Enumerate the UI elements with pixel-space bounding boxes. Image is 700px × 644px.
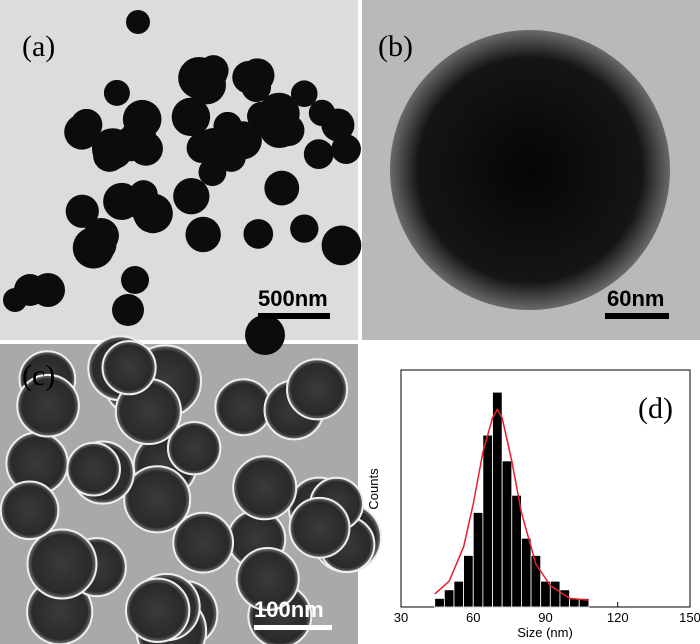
particle: [245, 315, 285, 355]
panel-label: (d): [638, 392, 673, 425]
particle: [173, 513, 233, 573]
panel-label: (b): [378, 30, 413, 63]
particle: [112, 294, 144, 326]
particle: [173, 178, 209, 214]
bar: [444, 590, 454, 607]
particle: [264, 171, 299, 206]
particle: [232, 61, 264, 93]
particle: [104, 80, 130, 106]
figure: (a) (b) (c) (d) 500nm 60nm 100nm Size (n…: [0, 0, 700, 644]
bar: [512, 495, 522, 607]
particle: [31, 273, 65, 307]
particle: [66, 195, 99, 228]
bar: [521, 538, 531, 607]
particle: [185, 217, 220, 252]
particle: [87, 230, 117, 260]
particle: [1, 482, 59, 540]
particle: [103, 183, 140, 220]
bar: [473, 512, 483, 607]
scale-bar: [254, 625, 332, 630]
panel-label: (c): [22, 359, 55, 392]
particle: [3, 288, 27, 312]
particle: [93, 139, 126, 172]
scale-bar-label: 500nm: [258, 286, 328, 311]
particle: [121, 266, 149, 294]
scale-bar: [605, 313, 669, 319]
scale-bar: [258, 313, 330, 319]
bar: [502, 461, 512, 607]
particle: [187, 133, 217, 163]
particle: [291, 80, 318, 107]
particle: [304, 139, 334, 169]
particle: [259, 107, 300, 148]
particle: [196, 57, 228, 89]
x-tick-label: 150: [679, 610, 700, 625]
particle: [290, 498, 350, 558]
scale-bar-label: 60nm: [607, 286, 664, 311]
particle: [102, 341, 155, 394]
bar: [550, 581, 560, 607]
particle: [290, 214, 318, 242]
bar: [464, 555, 474, 607]
particle: [64, 114, 99, 149]
particle: [233, 456, 296, 519]
bar: [454, 581, 464, 607]
scale-bar-label: 100nm: [254, 597, 324, 622]
x-tick-label: 120: [607, 610, 629, 625]
particle: [123, 100, 162, 139]
particle: [126, 579, 189, 642]
bar: [541, 581, 551, 607]
particle: [67, 443, 120, 496]
particle: [126, 10, 150, 34]
particle: [243, 219, 273, 249]
y-axis-label: Counts: [366, 468, 381, 510]
bar: [435, 598, 445, 607]
particle-b: [390, 30, 670, 310]
particle: [287, 359, 347, 419]
x-tick-label: 30: [394, 610, 408, 625]
bar: [483, 435, 493, 607]
x-tick-label: 60: [466, 610, 480, 625]
particle: [215, 379, 271, 435]
x-axis-label: Size (nm): [517, 625, 573, 640]
bar: [493, 392, 503, 607]
particle: [27, 529, 96, 598]
x-tick-label: 90: [538, 610, 552, 625]
panel-label: (a): [22, 30, 55, 63]
particle: [322, 225, 362, 265]
